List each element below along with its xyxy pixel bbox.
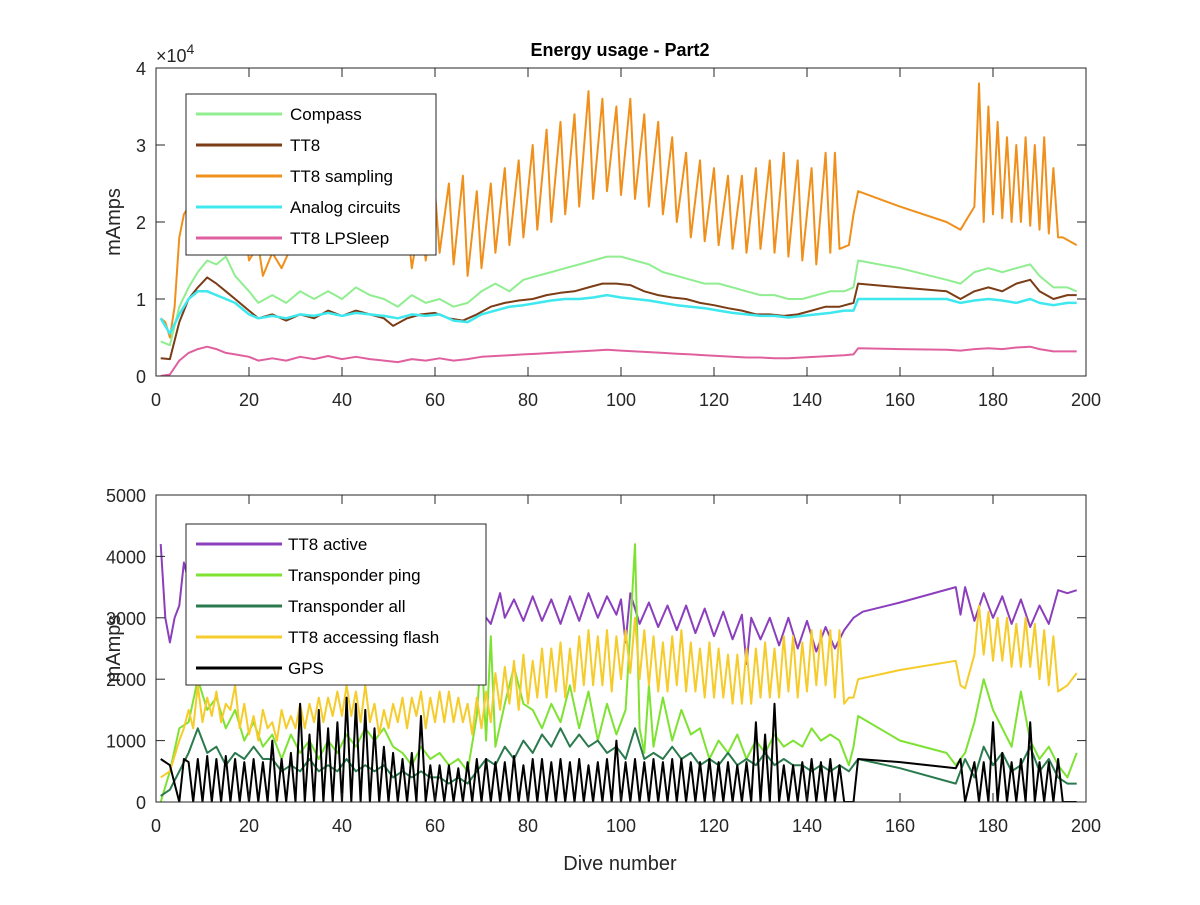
- y-tick-label: 2000: [106, 670, 146, 690]
- x-tick-label: 40: [332, 816, 352, 836]
- series-line-compass: [160, 255, 1078, 347]
- y-exponent-power: 4: [187, 41, 195, 57]
- y-tick-label: 5000: [106, 486, 146, 506]
- legend-label: Compass: [290, 105, 362, 124]
- y-tick-label: 1000: [106, 732, 146, 752]
- y-tick-label: 2: [136, 213, 146, 233]
- x-tick-label: 80: [518, 816, 538, 836]
- legend-label: Transponder all: [288, 597, 406, 616]
- x-tick-label: 20: [239, 816, 259, 836]
- y-tick-label: 4000: [106, 547, 146, 567]
- x-tick-label: 180: [978, 816, 1008, 836]
- x-tick-label: 160: [885, 390, 915, 410]
- x-tick-label: 200: [1071, 390, 1101, 410]
- legend-label: TT8 sampling: [290, 167, 393, 186]
- figure-title: Energy usage - Part2: [530, 40, 709, 60]
- x-tick-label: 200: [1071, 816, 1101, 836]
- legend-label: TT8 active: [288, 535, 367, 554]
- legend-label: Transponder ping: [288, 566, 421, 585]
- x-axis-label: Dive number: [563, 853, 677, 875]
- legend: Compass TT8 TT8 sampling Analog circuits TT8…: [185, 93, 437, 256]
- legend-label: TT8 LPSleep: [290, 229, 389, 248]
- series-line-gps: [160, 696, 1077, 802]
- bottom-axes: 0 20 40 60 80 100 120 140 160 180 2000100020003000…: [103, 486, 1101, 875]
- y-tick-label: 0: [136, 793, 146, 813]
- x-tick-label: 120: [699, 816, 729, 836]
- y-tick-label: 4: [136, 59, 146, 79]
- y-tick-label: 0: [136, 367, 146, 387]
- legend-label: TT8 accessing flash: [288, 628, 439, 647]
- y-axis-label: mAmps: [103, 188, 125, 256]
- series-line-tt8: [160, 276, 1077, 361]
- x-tick-label: 140: [792, 390, 822, 410]
- legend-label: GPS: [288, 659, 324, 678]
- x-tick-label: 180: [978, 390, 1008, 410]
- y-exponent-label: ×104: [156, 41, 195, 66]
- x-tick-label: 100: [606, 816, 636, 836]
- series-group: [159, 82, 1078, 376]
- x-tick-label: 60: [425, 390, 445, 410]
- y-tick-label: 1: [136, 290, 146, 310]
- top-axes: 0 20 40 60 80 100 120 140 160 180 20001234×104mAmp…: [103, 41, 1101, 410]
- y-tick-label: 3000: [106, 609, 146, 629]
- x-tick-label: 120: [699, 390, 729, 410]
- x-tick-label: 80: [518, 390, 538, 410]
- series-line-tt8-lpsleep: [160, 345, 1077, 376]
- legend: TT8 active Transponder ping Transponder al…: [185, 523, 487, 686]
- x-tick-label: 0: [151, 390, 161, 410]
- legend-label: Analog circuits: [290, 198, 401, 217]
- y-axis-label: mAmps: [103, 615, 125, 683]
- series-line-analog-circuits: [159, 290, 1077, 335]
- y-tick-label: 3: [136, 136, 146, 156]
- x-tick-label: 60: [425, 816, 445, 836]
- x-tick-label: 100: [606, 390, 636, 410]
- x-tick-label: 40: [332, 390, 352, 410]
- x-tick-label: 20: [239, 390, 259, 410]
- series-line-tt8-accessing-flash: [160, 604, 1078, 779]
- x-tick-label: 140: [792, 816, 822, 836]
- x-tick-label: 160: [885, 816, 915, 836]
- x-tick-label: 0: [151, 816, 161, 836]
- legend-label: TT8: [290, 136, 320, 155]
